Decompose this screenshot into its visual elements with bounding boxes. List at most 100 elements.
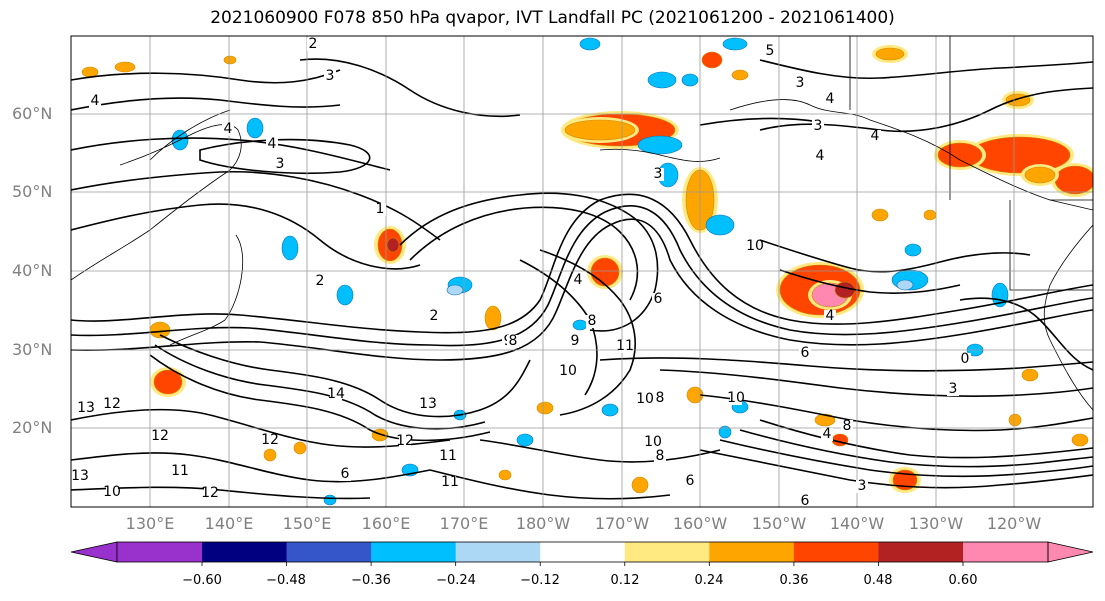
- contour-label: 8: [656, 390, 665, 406]
- contour-label-bg: [652, 168, 664, 181]
- contour-label: 11: [616, 338, 634, 354]
- contour-label: 10: [746, 238, 764, 254]
- contour-label-bg: [74, 470, 86, 483]
- contour-label-bg: [422, 398, 434, 411]
- ivt-contour-line: [409, 206, 639, 301]
- colorbar-tick-label: 0.36: [779, 573, 809, 588]
- contour-label-bg: [639, 393, 651, 406]
- ivt-contour-line: [599, 357, 1093, 372]
- contour-label: 12: [396, 433, 414, 449]
- contour-label: 10: [103, 484, 121, 500]
- contour-label-bg: [654, 450, 666, 463]
- contour-label-bg: [856, 480, 868, 493]
- qvapor-anomaly-patch: [871, 208, 889, 222]
- ivt-contour-line: [199, 138, 371, 175]
- map-frame: [70, 35, 1094, 508]
- ivt-contour-line: [699, 117, 821, 126]
- contour-label: 12: [151, 428, 169, 444]
- qvapor-anomaly-patch: [814, 413, 836, 427]
- ivt-contour-line: [719, 439, 1093, 478]
- colorbar-segment: [371, 542, 457, 562]
- qvapor-anomaly-patch: [1071, 433, 1089, 447]
- colorbar-segment: [878, 542, 964, 562]
- ivt-contour-line: [71, 97, 341, 111]
- colorbar-segment: [286, 542, 372, 562]
- contour-label: 14: [327, 386, 345, 402]
- ivt-contour-line: [759, 419, 1093, 459]
- contour-label: 10: [727, 390, 745, 406]
- contour-label-bg: [428, 310, 440, 323]
- contour-label-bg: [330, 388, 342, 401]
- qvapor-anomaly-patch: [731, 69, 749, 81]
- qvapor-anomaly-patch: [875, 47, 905, 61]
- ivt-contour-line: [159, 334, 531, 418]
- contour-label: 3: [814, 118, 823, 134]
- contour-label: 6: [341, 466, 350, 482]
- contour-label: 4: [574, 272, 583, 288]
- qvapor-anomaly-patch: [1024, 166, 1056, 184]
- contour-label: 8: [509, 333, 518, 349]
- latitude-label-40n: 40°N: [12, 261, 53, 280]
- contour-label-bg: [106, 398, 118, 411]
- contour-label: 4: [268, 136, 277, 152]
- contour-label: 3: [796, 75, 805, 91]
- contour-label: 3: [326, 68, 335, 84]
- colorbar-tick-label: −0.24: [436, 573, 476, 588]
- longitude-label-170e: 170°E: [439, 514, 489, 533]
- ivt-contour-line: [149, 354, 491, 442]
- qvapor-anomaly-patch: [923, 209, 937, 221]
- longitude-label-170w: 170°W: [594, 514, 650, 533]
- contour-label-bg: [947, 383, 959, 396]
- longitude-label-180w: 180°W: [515, 514, 571, 533]
- contour-label: 12: [201, 485, 219, 501]
- qvapor-anomaly-patch: [564, 119, 636, 141]
- ivt-contour-line: [539, 249, 636, 416]
- colorbar-segment: [202, 542, 288, 562]
- contour-label: 10: [559, 363, 577, 379]
- contour-label: 12: [261, 432, 279, 448]
- contour-label-bg: [730, 392, 742, 405]
- contour-label-bg: [562, 365, 574, 378]
- ivt-contour-layer: [71, 58, 1093, 500]
- qvapor-anomaly-patch: [336, 284, 354, 306]
- contour-label-bg: [812, 120, 824, 133]
- ivt-contour-line: [779, 269, 961, 294]
- colorbar: [70, 541, 1094, 566]
- coastline-layer: [71, 36, 1093, 411]
- qvapor-anomaly-patch: [572, 319, 588, 331]
- qvapor-anomaly-patch: [81, 66, 99, 78]
- contour-label-bg: [647, 436, 659, 449]
- contour-label-bg: [339, 468, 351, 481]
- qvapor-anomaly-patch: [904, 243, 922, 257]
- qvapor-anomaly-patch: [601, 403, 619, 417]
- contour-label: 11: [441, 474, 459, 490]
- contour-label-bg: [569, 335, 581, 348]
- contour-label: 4: [823, 426, 832, 442]
- contour-label-bg: [307, 38, 319, 51]
- contour-label: 2: [430, 308, 439, 324]
- colorbar-extend-max: [1047, 541, 1094, 563]
- ivt-contour-line: [699, 394, 1093, 432]
- contour-label-layer: 2344345344341322468910468910111213141312…: [71, 36, 971, 507]
- qvapor-anomaly-patch: [579, 37, 601, 51]
- ivt-contour-line: [154, 344, 486, 430]
- qvapor-anomaly-patch: [323, 494, 337, 506]
- contour-label: 3: [654, 166, 663, 182]
- qvapor-anomaly-patch: [896, 279, 914, 291]
- colorbar-extend-min: [70, 541, 118, 563]
- contour-label-bg: [507, 335, 519, 348]
- contour-label-bg: [442, 450, 454, 463]
- contour-label-bg: [824, 93, 836, 106]
- contour-label: 3: [276, 156, 285, 172]
- ivt-contour-line: [71, 205, 1093, 347]
- contour-label: 13: [419, 396, 437, 412]
- contour-label: 6: [801, 345, 810, 361]
- qvapor-anomaly-patch: [246, 117, 264, 139]
- colorbar-tick-label: −0.60: [182, 573, 222, 588]
- ivt-contour-line: [71, 137, 391, 171]
- contour-label-bg: [749, 240, 761, 253]
- contour-label: 8: [588, 313, 597, 329]
- coastline-aleutians: [599, 148, 721, 162]
- qvapor-anomaly-patch: [631, 476, 649, 494]
- contour-label-bg: [266, 138, 278, 151]
